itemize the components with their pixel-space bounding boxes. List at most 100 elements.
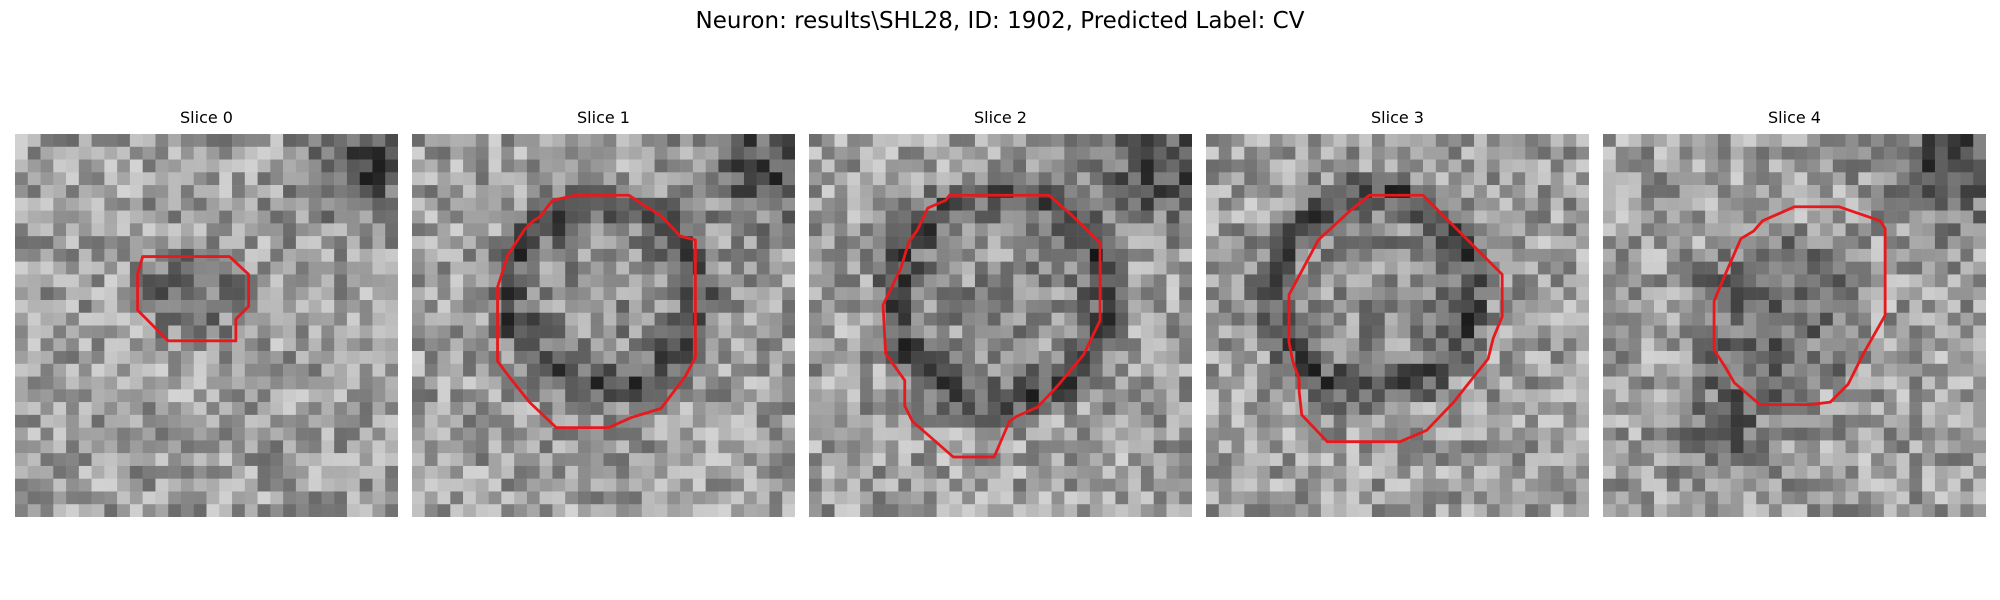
pixel bbox=[1934, 440, 1948, 454]
pixel bbox=[1537, 414, 1551, 428]
pixel bbox=[1679, 478, 1693, 492]
pixel bbox=[463, 236, 477, 250]
pixel bbox=[1576, 287, 1589, 301]
pixel bbox=[847, 338, 861, 352]
pixel bbox=[577, 389, 591, 403]
pixel bbox=[15, 491, 29, 505]
pixel bbox=[1474, 261, 1488, 275]
pixel bbox=[1756, 440, 1770, 454]
pixel bbox=[974, 312, 988, 326]
pixel bbox=[1499, 197, 1513, 211]
pixel bbox=[1115, 134, 1129, 148]
pixel bbox=[1947, 287, 1961, 301]
pixel bbox=[1423, 185, 1437, 199]
pixel bbox=[1384, 274, 1398, 288]
pixel bbox=[15, 351, 29, 365]
pixel bbox=[1026, 363, 1040, 377]
pixel bbox=[1089, 440, 1103, 454]
pixel bbox=[1346, 274, 1360, 288]
pixel bbox=[66, 325, 80, 339]
pixel bbox=[244, 287, 258, 301]
pixel bbox=[1384, 223, 1398, 237]
pixel bbox=[257, 453, 271, 467]
pixel bbox=[1845, 210, 1859, 224]
pixel bbox=[1435, 185, 1449, 199]
pixel bbox=[1845, 197, 1859, 211]
pixel bbox=[1794, 414, 1808, 428]
pixel bbox=[1537, 465, 1551, 479]
pixel bbox=[1140, 376, 1154, 390]
pixel bbox=[1295, 185, 1309, 199]
pixel bbox=[1679, 376, 1693, 390]
pixel bbox=[1333, 376, 1347, 390]
pixel bbox=[1692, 261, 1706, 275]
pixel bbox=[1077, 440, 1091, 454]
pixel bbox=[308, 414, 322, 428]
pixel bbox=[1295, 159, 1309, 173]
pixel bbox=[1269, 325, 1283, 339]
pixel bbox=[911, 389, 925, 403]
pixel bbox=[1743, 465, 1757, 479]
pixel bbox=[1397, 146, 1411, 160]
pixel bbox=[283, 185, 297, 199]
pixel bbox=[450, 504, 464, 517]
pixel bbox=[923, 402, 937, 416]
pixel bbox=[1717, 427, 1731, 441]
pixel bbox=[1128, 223, 1142, 237]
pixel bbox=[1756, 223, 1770, 237]
pixel bbox=[385, 478, 398, 492]
pixel bbox=[705, 159, 719, 173]
pixel bbox=[219, 465, 233, 479]
pixel bbox=[667, 312, 681, 326]
pixel bbox=[232, 363, 246, 377]
pixel bbox=[1499, 478, 1513, 492]
pixel bbox=[1448, 159, 1462, 173]
pixel bbox=[155, 491, 169, 505]
pixel bbox=[1512, 414, 1526, 428]
slice-panel-2: Slice 2 bbox=[809, 108, 1192, 518]
pixel bbox=[27, 172, 41, 186]
pixel bbox=[1525, 427, 1539, 441]
pixel bbox=[923, 287, 937, 301]
pixel bbox=[590, 248, 604, 262]
pixel bbox=[1705, 248, 1719, 262]
pixel bbox=[1257, 236, 1271, 250]
pixel bbox=[1206, 248, 1220, 262]
pixel bbox=[283, 414, 297, 428]
pixel bbox=[769, 236, 783, 250]
pixel bbox=[1486, 376, 1500, 390]
pixel bbox=[1359, 325, 1373, 339]
pixel bbox=[1781, 248, 1795, 262]
pixel bbox=[1794, 274, 1808, 288]
pixel bbox=[680, 453, 694, 467]
pixel bbox=[1435, 172, 1449, 186]
pixel bbox=[1384, 287, 1398, 301]
pixel bbox=[769, 274, 783, 288]
pixel bbox=[1218, 287, 1232, 301]
pixel bbox=[1628, 261, 1642, 275]
pixel bbox=[1397, 478, 1411, 492]
pixel bbox=[1679, 427, 1693, 441]
pixel bbox=[565, 146, 579, 160]
pixel bbox=[552, 223, 566, 237]
pixel bbox=[1705, 134, 1719, 148]
pixel bbox=[1743, 134, 1757, 148]
pixel bbox=[603, 376, 617, 390]
pixel bbox=[1756, 363, 1770, 377]
pixel bbox=[424, 453, 438, 467]
pixel bbox=[1550, 287, 1564, 301]
pixel bbox=[1666, 185, 1680, 199]
pixel bbox=[1871, 185, 1885, 199]
pixel bbox=[1051, 236, 1065, 250]
pixel bbox=[1410, 223, 1424, 237]
pixel bbox=[270, 325, 284, 339]
pixel bbox=[346, 146, 360, 160]
pixel bbox=[1628, 402, 1642, 416]
slice-image bbox=[1603, 134, 1986, 517]
pixel bbox=[27, 402, 41, 416]
pixel bbox=[1397, 414, 1411, 428]
pixel bbox=[590, 325, 604, 339]
pixel bbox=[1231, 172, 1245, 186]
pixel bbox=[372, 389, 386, 403]
pixel bbox=[142, 465, 156, 479]
